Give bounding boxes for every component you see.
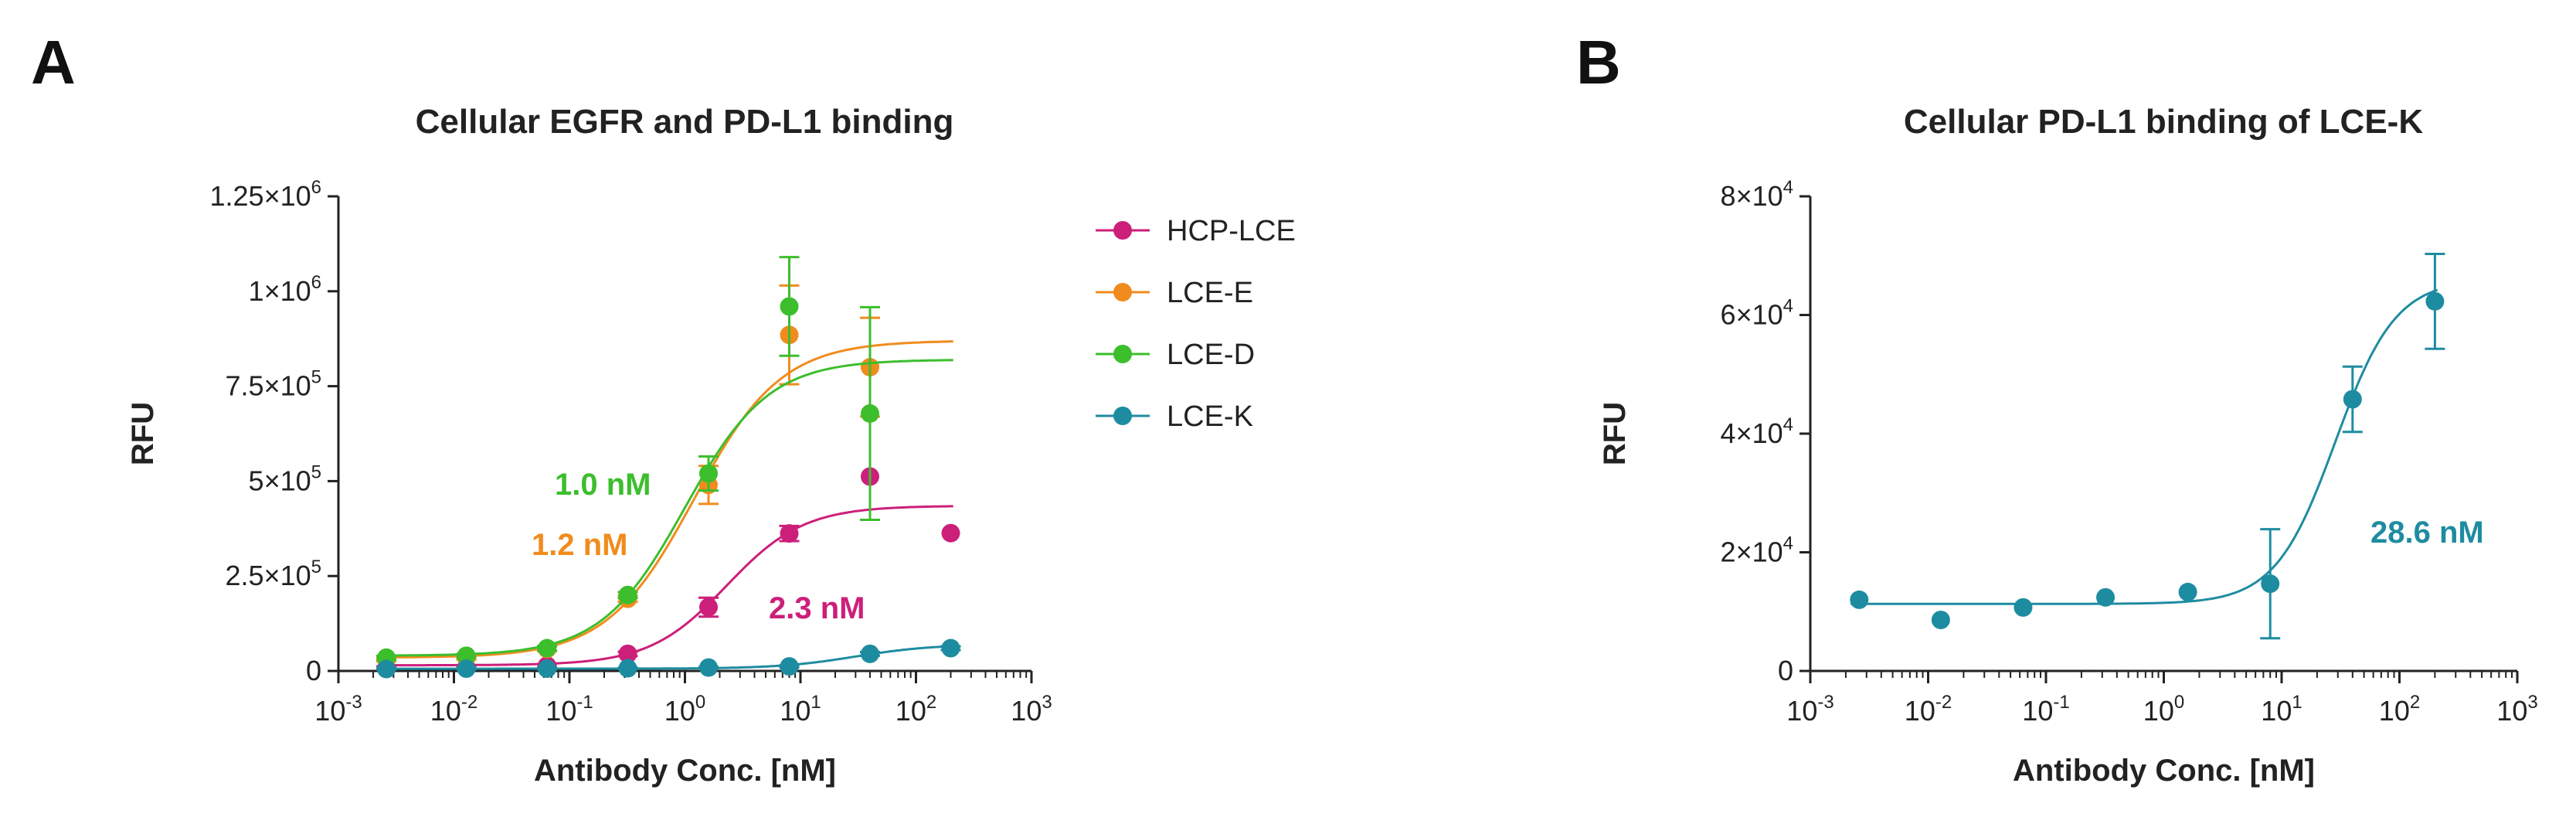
y-tick-label: 6×104 [1721, 296, 1793, 331]
y-tick-label: 5×105 [249, 461, 321, 496]
data-point [618, 585, 637, 604]
legend-marker [1113, 345, 1132, 363]
fit-curve [1850, 288, 2438, 605]
legend-item: LCE-E [1096, 277, 1253, 309]
panel-letter-a: A [31, 28, 76, 97]
y-tick-label: 8×104 [1721, 177, 1793, 212]
x-tick-label: 10-2 [1905, 692, 1952, 727]
data-point [780, 657, 799, 676]
data-point [941, 638, 960, 658]
data-point [780, 297, 799, 316]
chart-title: Cellular PD-L1 binding of LCE-K [1904, 103, 2423, 141]
data-point [699, 658, 719, 677]
legend-marker [1113, 407, 1132, 425]
x-tick-label: 101 [2261, 692, 2302, 727]
chart-panel-b: Cellular PD-L1 binding of LCE-K 0 2×104 4×1… [1598, 103, 2538, 788]
x-tick-label: 10-3 [1786, 692, 1833, 727]
legend-item: LCE-D [1096, 339, 1255, 371]
x-tick-label: 10-3 [314, 692, 362, 727]
legend-item: HCP-LCE [1096, 215, 1296, 247]
data-point [457, 659, 476, 679]
x-tick-label: 103 [1011, 692, 1052, 727]
data-point [2014, 598, 2033, 617]
y-tick-label: 0 [1778, 655, 1793, 686]
data-point [2178, 582, 2197, 601]
data-point [941, 523, 960, 543]
ec50-label: 2.3 nM [769, 591, 865, 625]
chart-panel-a: Cellular EGFR and PD-L1 binding 0 2.5×105 5… [126, 103, 1052, 788]
y-tick-label: 1.25×106 [210, 177, 322, 212]
y-axis-label: RFU [126, 402, 160, 465]
x-tick-label: 103 [2496, 692, 2537, 727]
x-tick-label: 100 [664, 692, 705, 727]
x-tick-label: 102 [895, 692, 936, 727]
legend-label: HCP-LCE [1167, 215, 1296, 247]
series-lce-d: 1.0 nM [376, 256, 953, 667]
data-point [699, 464, 719, 483]
data-point [1931, 610, 1950, 629]
x-tick-label: 10-1 [545, 692, 593, 727]
x-tick-label: 102 [2379, 692, 2420, 727]
x-tick-label: 10-2 [430, 692, 477, 727]
y-tick-label: 1×106 [249, 272, 321, 307]
x-axis-label: Antibody Conc. [nM] [534, 754, 836, 788]
chart-title: Cellular EGFR and PD-L1 binding [416, 103, 954, 141]
panel-letter-b: B [1576, 28, 1621, 97]
fit-curve [378, 340, 953, 659]
legend-label: LCE-D [1167, 339, 1255, 371]
legend-label: LCE-E [1167, 277, 1253, 309]
data-point [618, 659, 637, 678]
legend-label: LCE-K [1167, 400, 1253, 433]
y-tick-label: 2.5×105 [226, 557, 321, 591]
series-lce-k: 28.6 nM [1850, 252, 2484, 640]
data-point [861, 644, 880, 663]
legend-marker [1113, 283, 1132, 301]
data-point [618, 644, 637, 663]
data-point [2425, 291, 2445, 311]
data-point [538, 638, 557, 658]
x-tick-label: 100 [2143, 692, 2184, 727]
data-point [2261, 574, 2280, 594]
ec50-label: 1.0 nM [555, 468, 651, 502]
legend: HCP-LCE LCE-E LCE-D LCE-K [1096, 215, 1296, 433]
x-axis-label: Antibody Conc. [nM] [2013, 754, 2315, 788]
legend-marker [1113, 221, 1132, 240]
y-tick-label: 2×104 [1721, 533, 1793, 568]
data-point [377, 659, 396, 679]
ec50-label: 1.2 nM [532, 528, 627, 562]
data-point [1850, 590, 1869, 609]
data-point [457, 646, 476, 666]
x-tick-label: 10-1 [2022, 692, 2069, 727]
x-tick-label: 101 [780, 692, 821, 727]
legend-item: LCE-K [1096, 400, 1253, 433]
data-point [780, 524, 799, 543]
fit-curve [378, 359, 953, 657]
y-tick-label: 4×104 [1721, 414, 1793, 449]
y-axis-label: RFU [1598, 402, 1632, 465]
data-point [538, 659, 557, 679]
data-point [699, 598, 719, 617]
y-tick-label: 7.5×105 [226, 367, 321, 402]
y-tick-label: 0 [306, 655, 321, 686]
data-point [2096, 587, 2116, 607]
data-point [2343, 390, 2362, 409]
fit-curve [378, 505, 953, 667]
data-point [861, 403, 880, 423]
series-lce-k [376, 638, 961, 679]
ec50-label: 28.6 nM [2370, 516, 2484, 550]
